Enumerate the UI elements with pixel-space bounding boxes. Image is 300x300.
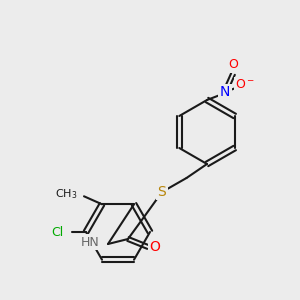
Text: CH$_3$: CH$_3$	[55, 188, 77, 201]
Text: HN: HN	[80, 236, 99, 248]
Text: Cl: Cl	[52, 226, 64, 238]
Text: O$^-$: O$^-$	[235, 79, 255, 92]
Text: S: S	[158, 185, 166, 199]
Text: O: O	[150, 240, 160, 254]
Text: O: O	[228, 58, 238, 71]
Text: N: N	[220, 85, 230, 99]
